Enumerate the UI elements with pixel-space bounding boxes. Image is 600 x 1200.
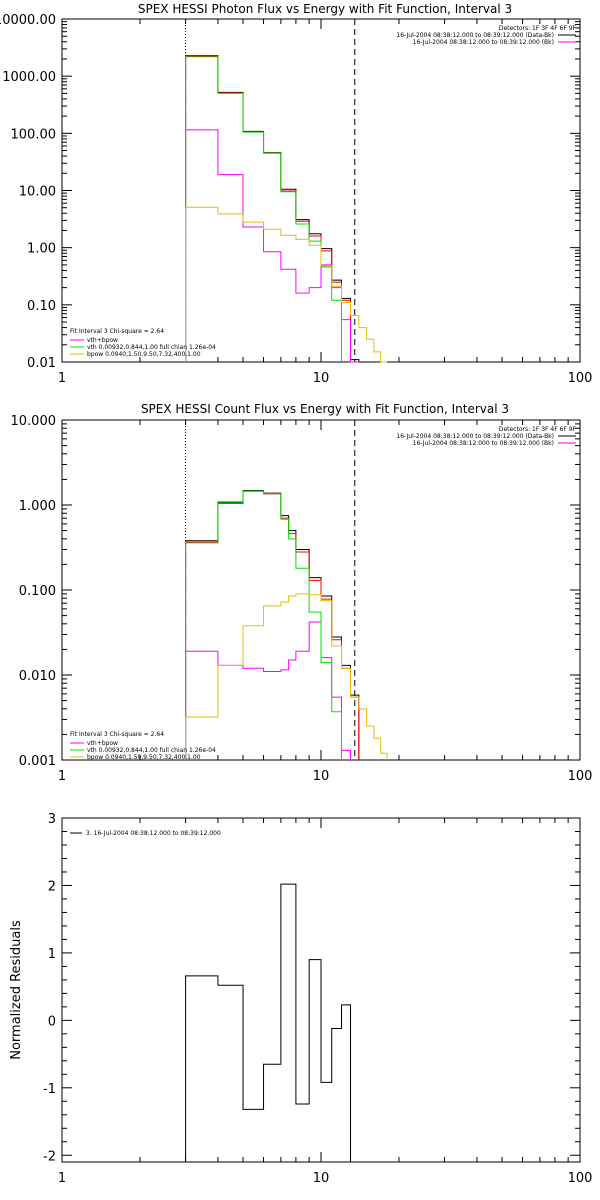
photon-flux-y-tick-label: 0.01 bbox=[27, 356, 56, 371]
count-flux-title: SPEX HESSI Count Flux vs Energy with Fit… bbox=[141, 402, 509, 416]
photon-flux-fit-vth: vth 0.00932,0.844,1.00 full chian 1.26e-… bbox=[87, 344, 216, 351]
count-flux-fit-bpow: bpow 0.0940,1.50,9.50,7.32,400,1.00 bbox=[87, 754, 201, 761]
count-flux-energy-markers bbox=[185, 420, 356, 760]
photon-flux-fit-total: vth+bpow bbox=[87, 337, 118, 344]
photon-flux-x-tick-label: 100 bbox=[568, 371, 593, 386]
photon-flux-bk-text: 16-Jul-2004 08:38:12.000 to 08:39:12.000… bbox=[413, 39, 554, 46]
residuals-legend-text: 3. 16-Jul-2004 08:38:12.000 to 08:39:12.… bbox=[86, 830, 221, 837]
count-flux-fit-total: vth+bpow bbox=[87, 740, 118, 747]
residuals-x-tick-label: 100 bbox=[568, 1171, 593, 1186]
photon-flux-y-tick-label: 10.00 bbox=[19, 185, 56, 200]
residuals-axes: 1 10 100 -2 -1 0 1 2 3 bbox=[43, 812, 592, 1186]
photon-flux-y-tick-label: 0.10 bbox=[27, 299, 56, 314]
count-flux-x-tick-label: 100 bbox=[568, 769, 593, 784]
photon-flux-fit-bpow: bpow 0.0940,1.50,9.50,7.32,400,1.00 bbox=[87, 351, 201, 358]
count-flux-axes: 1 10 100 0.001 0.010 0.100 1.000 10.000 bbox=[11, 414, 593, 784]
residuals-y-axis-label: Normalized Residuals bbox=[9, 920, 24, 1060]
residuals-series bbox=[185, 883, 352, 1162]
photon-flux-series bbox=[185, 54, 388, 363]
count-flux-bk-text: 16-Jul-2004 08:38:12.000 to 08:39:12.000… bbox=[413, 440, 554, 447]
count-flux-data-bk-text: 16-Jul-2004 08:38:12.000 to 08:39:12.000… bbox=[396, 433, 554, 440]
photon-flux-detectors-text: Detectors: 1F 3F 4F 6F 9F bbox=[499, 25, 577, 32]
photon-flux-x-tick-label: 10 bbox=[313, 371, 330, 386]
count-flux-series-vth-line bbox=[185, 490, 343, 760]
residuals-y-tick-label: -2 bbox=[43, 1149, 56, 1164]
residuals-series-data-line bbox=[185, 883, 352, 1162]
count-flux-panel: SPEX HESSI Count Flux vs Energy with Fit… bbox=[11, 402, 593, 784]
residuals-y-tick-label: -1 bbox=[43, 1082, 56, 1097]
count-flux-detectors-text: Detectors: 1F 3F 4F 6F 9F bbox=[499, 426, 577, 433]
photon-flux-series-bpow-line bbox=[185, 206, 388, 363]
count-flux-y-tick-label: 10.000 bbox=[11, 414, 57, 429]
residuals-x-tick-label: 10 bbox=[313, 1171, 330, 1186]
count-flux-series bbox=[185, 490, 388, 760]
photon-flux-y-tick-label: 1000.00 bbox=[2, 70, 56, 85]
count-flux-x-tick-label: 1 bbox=[58, 769, 66, 784]
photon-flux-panel: SPEX HESSI Photon Flux vs Energy with Fi… bbox=[0, 2, 592, 386]
residuals-x-tick-label: 1 bbox=[58, 1171, 66, 1186]
residuals-y-tick-label: 2 bbox=[48, 879, 56, 894]
photon-flux-y-tick-label: 100.00 bbox=[11, 127, 57, 142]
count-flux-y-tick-label: 1.000 bbox=[19, 499, 56, 514]
residuals-y-tick-label: 1 bbox=[48, 947, 56, 962]
photon-flux-axes: 1 10 100 0.01 0.10 1.00 10.00 100.00 1000.00 1000… bbox=[0, 13, 592, 386]
count-flux-x-tick-label: 10 bbox=[313, 769, 330, 784]
count-flux-fit-vth: vth 0.00932,0.844,1.00 full chian 1.26e-… bbox=[87, 747, 216, 754]
photon-flux-series-vth-line bbox=[185, 55, 343, 362]
photon-flux-fit-chisq: Fit Interval 3 Chi-square = 2.64 bbox=[70, 328, 164, 335]
residuals-y-tick-label: 0 bbox=[48, 1014, 56, 1029]
photon-flux-fit-info: Fit Interval 3 Chi-square = 2.64 vth+bpo… bbox=[70, 328, 216, 358]
count-flux-series-bpow-line bbox=[185, 593, 388, 760]
photon-flux-y-tick-label: 10000.00 bbox=[0, 13, 56, 28]
photon-flux-data-bk-text: 16-Jul-2004 08:38:12.000 to 08:39:12.000… bbox=[396, 32, 554, 39]
residuals-panel: 1 10 100 -2 -1 0 1 2 3 Normalized Residuals 3. 1… bbox=[9, 812, 592, 1186]
photon-flux-title: SPEX HESSI Photon Flux vs Energy with Fi… bbox=[138, 2, 512, 16]
count-flux-y-tick-label: 0.010 bbox=[19, 669, 56, 684]
photon-flux-header: Detectors: 1F 3F 4F 6F 9F 16-Jul-2004 08… bbox=[396, 25, 576, 46]
residuals-y-tick-label: 3 bbox=[48, 812, 56, 827]
photon-flux-y-tick-label: 1.00 bbox=[27, 242, 56, 257]
photon-flux-x-tick-label: 1 bbox=[58, 371, 66, 386]
count-flux-header: Detectors: 1F 3F 4F 6F 9F 16-Jul-2004 08… bbox=[396, 426, 576, 447]
count-flux-y-tick-label: 0.001 bbox=[19, 754, 56, 769]
count-flux-y-tick-label: 0.100 bbox=[19, 584, 56, 599]
count-flux-fit-info: Fit Interval 3 Chi-square = 2.64 vth+bpo… bbox=[70, 731, 216, 761]
count-flux-fit-chisq: Fit Interval 3 Chi-square = 2.64 bbox=[70, 731, 164, 738]
